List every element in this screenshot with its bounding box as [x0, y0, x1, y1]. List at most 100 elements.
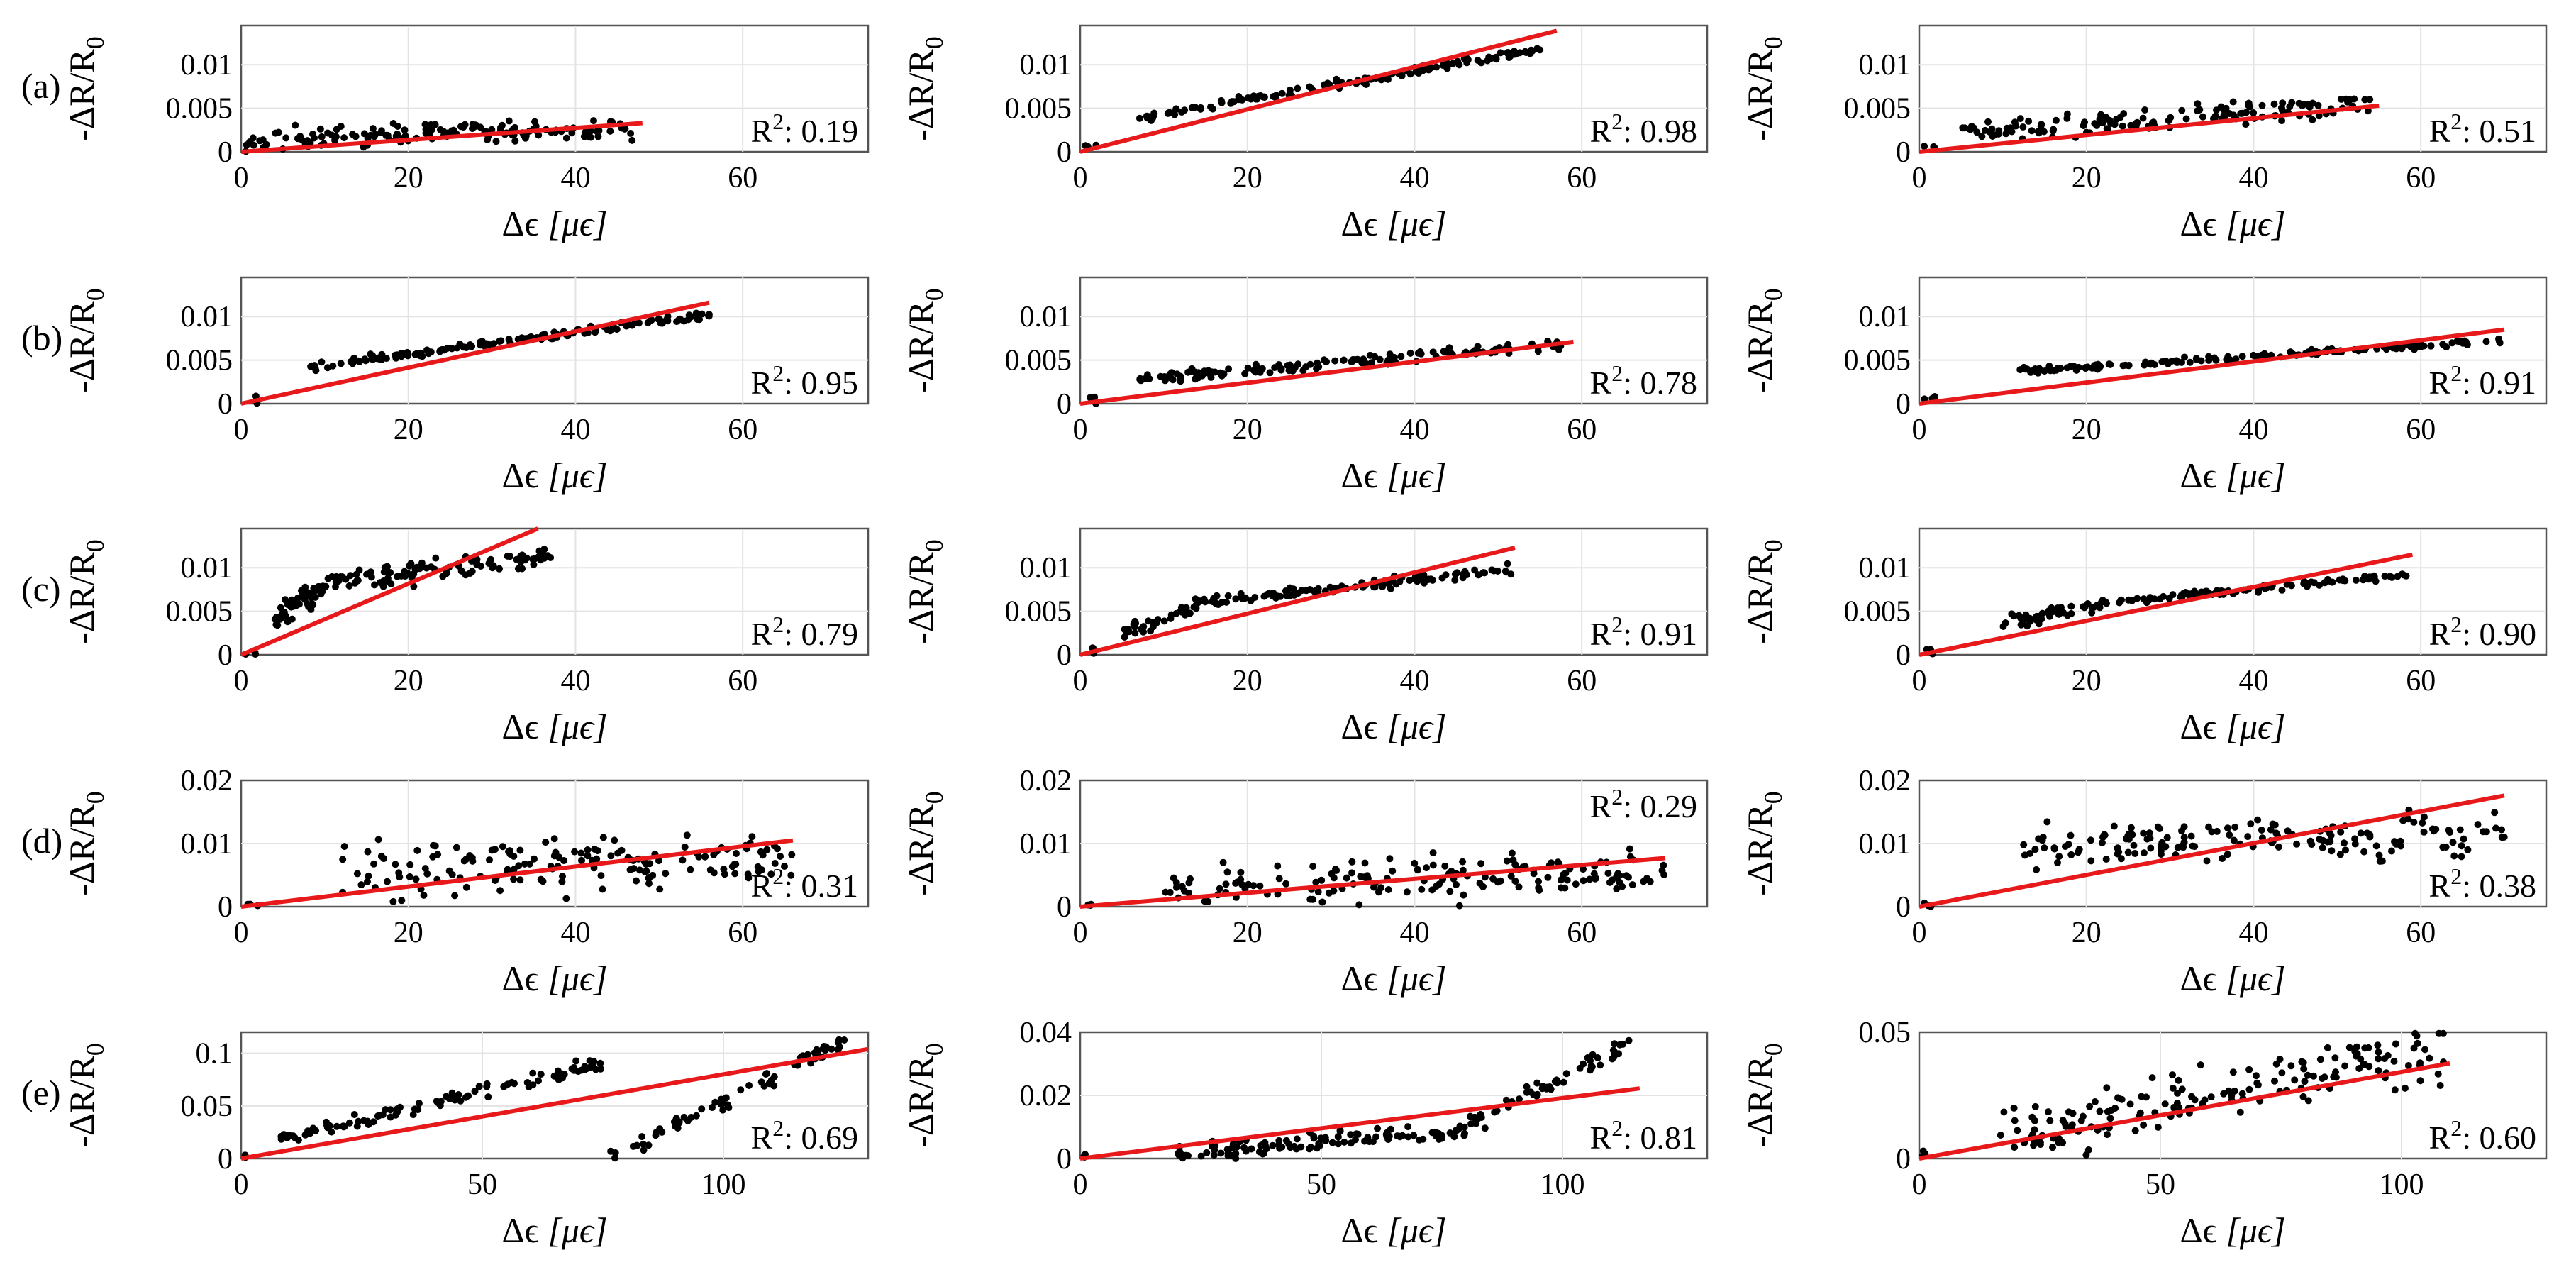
data-point	[2170, 1104, 2178, 1111]
data-point	[1424, 575, 1432, 583]
data-point	[1334, 1133, 1342, 1141]
data-point	[525, 1083, 533, 1090]
data-point	[1282, 587, 1289, 595]
data-point	[351, 579, 359, 587]
data-point	[1999, 623, 2007, 630]
data-point	[1318, 876, 1326, 884]
data-point	[2410, 818, 2418, 826]
data-point	[698, 310, 706, 318]
fit-line	[1919, 103, 2380, 154]
data-point	[626, 866, 634, 873]
data-point	[491, 846, 499, 853]
data-point	[2103, 1084, 2111, 1092]
y-axis-label: -ΔR/R0	[62, 36, 109, 140]
x-tick-label: 0	[1912, 1168, 1927, 1201]
y-tick-label: 0	[218, 136, 233, 169]
x-tick-label: 0	[1073, 1168, 1088, 1201]
data-point	[1386, 855, 1394, 863]
data-point	[2341, 839, 2348, 847]
x-axis-label: Δϵ [μϵ]	[1340, 1210, 1446, 1250]
data-point	[1309, 863, 1317, 870]
data-point	[1278, 1143, 1286, 1151]
data-point	[471, 1088, 479, 1095]
r2-symbol: R	[2429, 868, 2451, 904]
data-point	[2279, 106, 2286, 114]
data-point	[2482, 338, 2490, 345]
data-point	[562, 134, 570, 142]
data-point	[664, 317, 672, 325]
data-point	[2327, 831, 2335, 839]
data-point	[2464, 846, 2472, 853]
y-axis-label-main: -ΔR/R	[901, 804, 940, 896]
x-tick-label: 20	[1233, 665, 1262, 697]
data-point	[477, 341, 484, 349]
data-point	[406, 873, 413, 880]
data-point	[1616, 878, 1623, 886]
data-point	[1131, 629, 1139, 637]
data-point	[1481, 1124, 1489, 1132]
data-point	[1306, 586, 1314, 593]
data-point	[2125, 835, 2133, 843]
data-point	[2238, 1090, 2246, 1098]
data-point	[2310, 1072, 2317, 1080]
data-point	[2097, 599, 2105, 607]
data-point	[1978, 133, 1986, 140]
data-point	[1220, 370, 1228, 378]
data-point	[611, 836, 618, 844]
data-point	[2187, 832, 2195, 840]
x-tick-label: 20	[2072, 162, 2102, 194]
data-point	[1306, 360, 1314, 368]
data-point	[1453, 881, 1460, 888]
data-point	[522, 132, 530, 140]
data-point	[364, 878, 371, 885]
data-point	[1297, 1143, 1305, 1151]
data-point	[2271, 1077, 2278, 1085]
data-point	[1223, 868, 1231, 876]
data-point	[1178, 608, 1186, 616]
y-tick-label: 0.005	[166, 345, 233, 377]
data-point	[387, 580, 395, 587]
data-point	[2324, 575, 2332, 583]
data-point	[2231, 823, 2239, 831]
data-point	[484, 1093, 492, 1101]
data-point	[2345, 1044, 2353, 1051]
data-point	[701, 853, 709, 861]
data-point	[1248, 1145, 1255, 1153]
x-axis-label-unit: [μϵ]	[1387, 204, 1446, 243]
data-point	[550, 835, 558, 843]
data-point	[2208, 828, 2216, 836]
data-point	[2197, 357, 2205, 365]
y-tick-label: 0	[218, 388, 233, 421]
data-point	[486, 856, 493, 864]
data-point	[2063, 110, 2071, 118]
data-point	[324, 129, 331, 137]
data-point	[2258, 827, 2265, 834]
plot-frame	[1918, 24, 2548, 153]
data-point	[2011, 118, 2019, 126]
data-point	[2458, 853, 2465, 861]
data-point	[371, 581, 378, 589]
data-point	[705, 311, 713, 319]
y-tick-label: 0.01	[181, 49, 233, 82]
y-axis-label-subscript: 0	[920, 791, 948, 804]
data-point	[2309, 116, 2316, 123]
data-point	[488, 126, 496, 133]
x-axis-label-unit: [μϵ]	[548, 204, 607, 243]
data-point	[453, 844, 460, 851]
data-point	[2055, 853, 2063, 861]
data-point	[1626, 853, 1634, 861]
data-point	[2439, 341, 2447, 348]
data-point	[395, 869, 403, 877]
data-point	[518, 334, 526, 342]
data-point	[284, 618, 292, 626]
data-point	[2055, 1134, 2063, 1142]
data-point	[364, 848, 372, 856]
data-point	[530, 560, 538, 568]
data-point	[1306, 1145, 1314, 1153]
x-tick-label: 40	[2238, 665, 2268, 697]
x-axis-label: Δϵ [μϵ]	[1340, 958, 1446, 998]
r2-value: : 0.81	[1623, 1120, 1697, 1156]
data-point	[398, 897, 406, 905]
